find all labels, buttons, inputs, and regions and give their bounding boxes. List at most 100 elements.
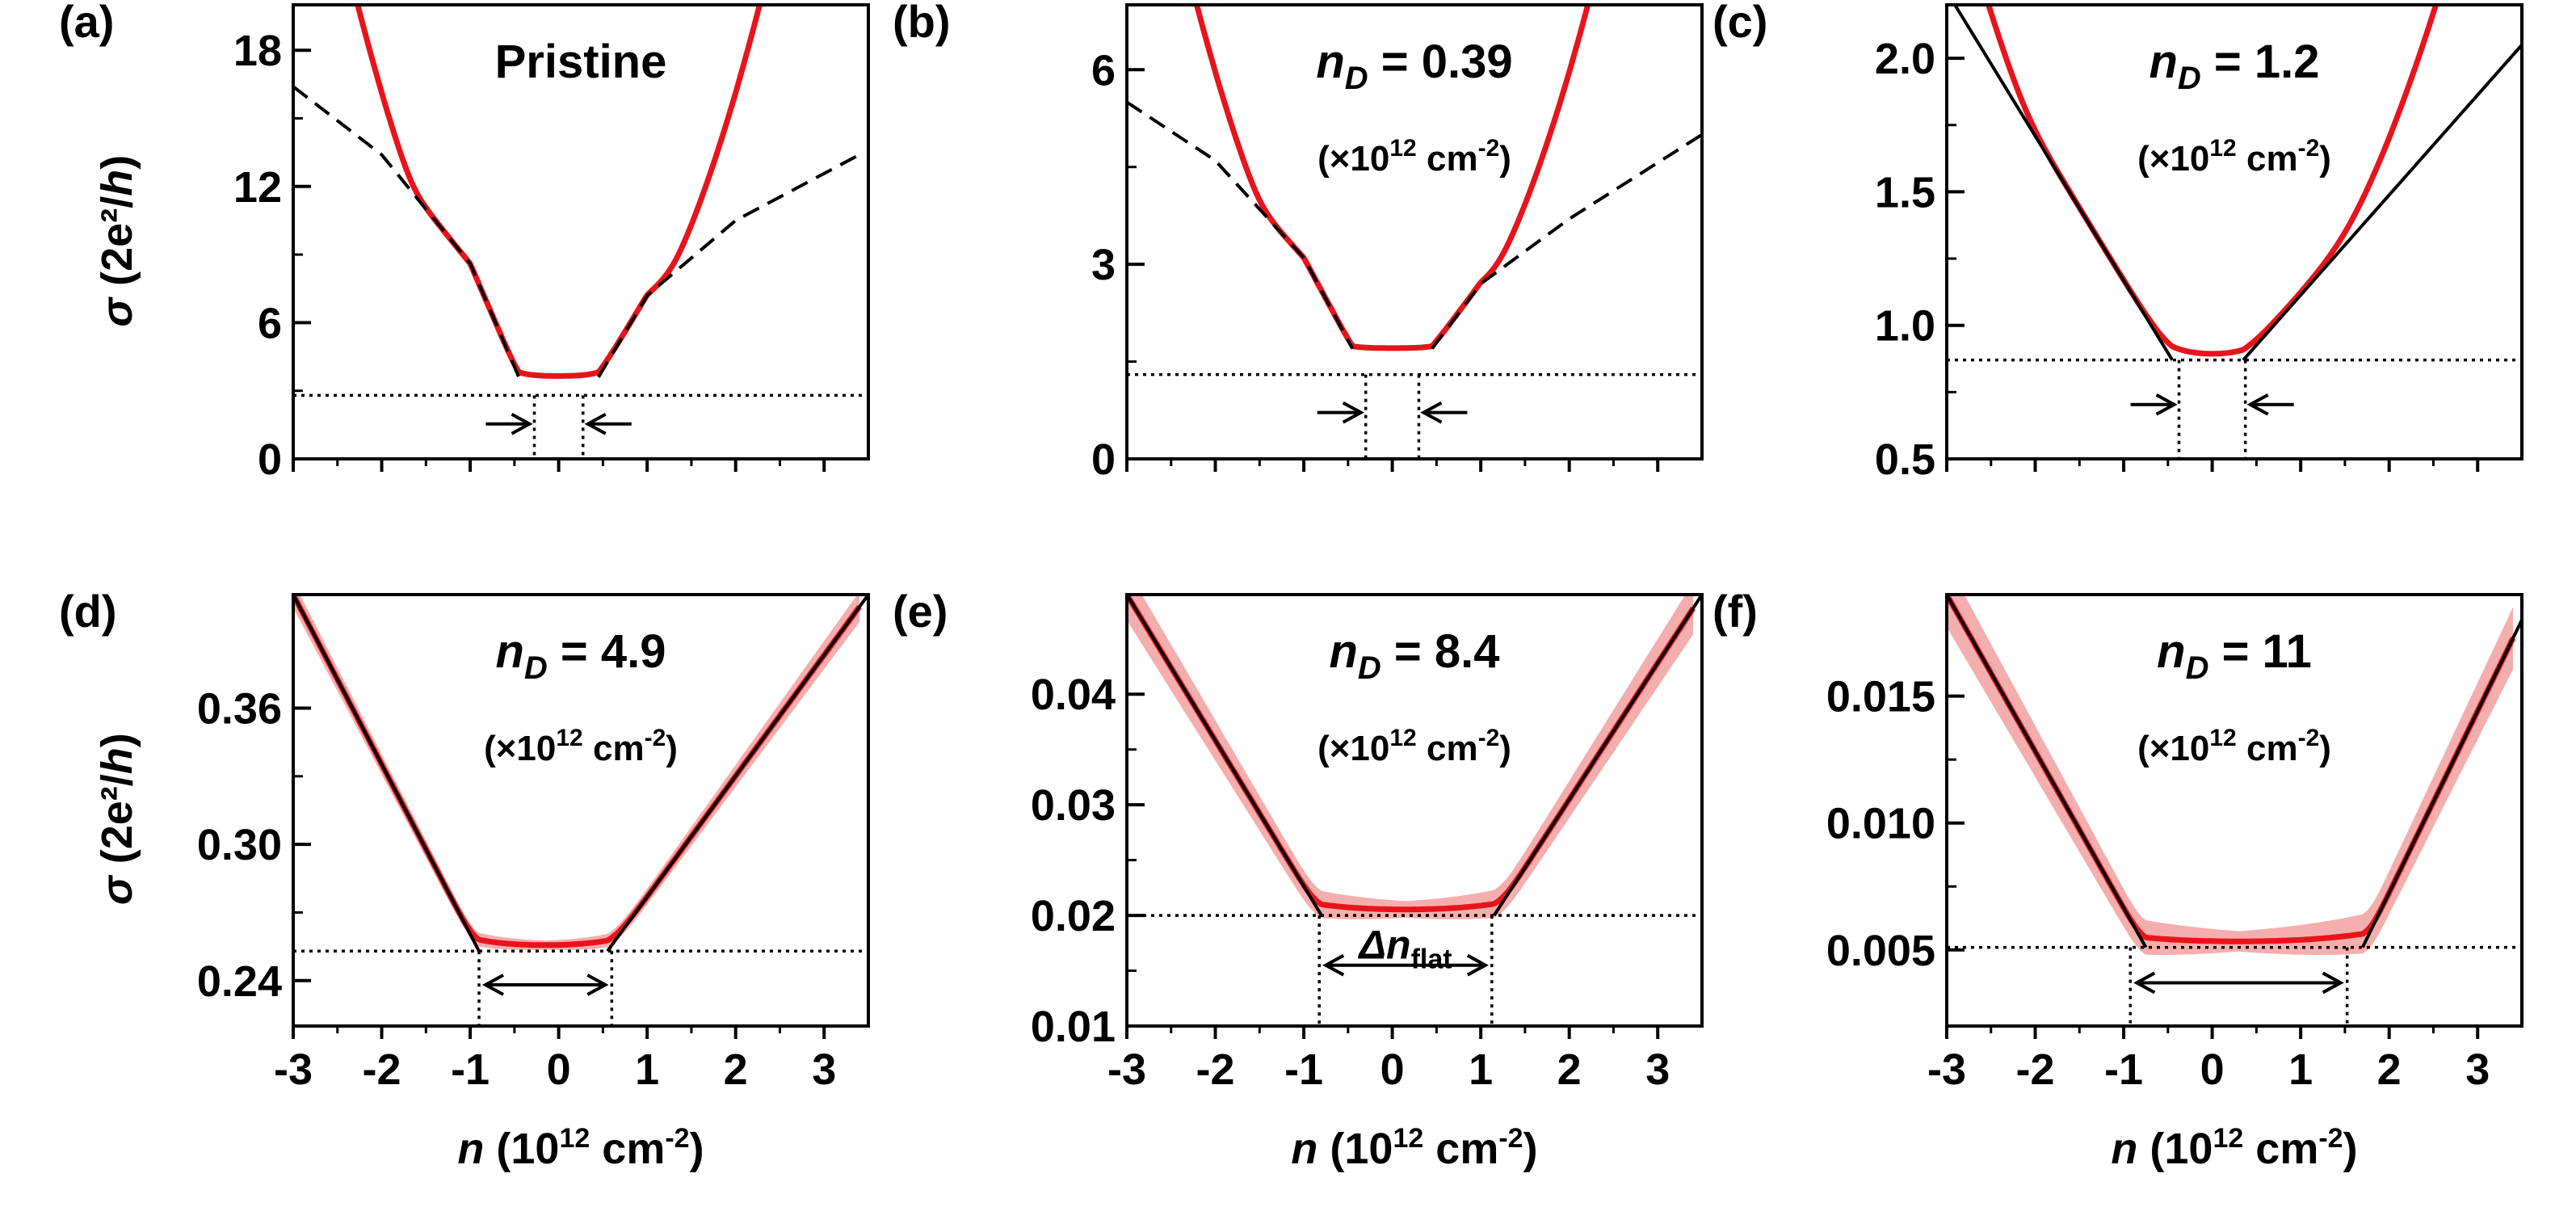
fit-line-right — [1431, 132, 1702, 350]
x-tick-label: 0 — [2200, 1045, 2225, 1094]
fit-line-right — [2242, 44, 2522, 362]
x-tick-label: 3 — [812, 1045, 836, 1094]
y-tick-label: 6 — [258, 299, 282, 347]
x-tick-label: -2 — [1196, 1045, 1235, 1094]
panel-label: (e) — [893, 586, 948, 637]
panel-subtitle: (×1012 cm-2) — [2137, 725, 2331, 768]
x-tick-label: 2 — [1557, 1045, 1582, 1094]
double-arrow-right-head — [1466, 953, 1490, 977]
plot-area — [1947, 595, 2522, 955]
uncertainty-band — [1947, 595, 2513, 955]
axes-frame — [1125, 3, 1704, 461]
axes-frame — [292, 3, 870, 461]
y-tick-label: 0.24 — [197, 957, 282, 1006]
panel-label: (f) — [1712, 586, 1758, 637]
fit-line-right — [1492, 595, 1702, 917]
y-tick-label: 0.04 — [1031, 671, 1116, 719]
fit-line-right — [2361, 619, 2522, 948]
axes-frame — [292, 593, 870, 1028]
x-tick-label: -3 — [1107, 1045, 1146, 1094]
x-tick-label: -2 — [363, 1045, 401, 1094]
double-arrow-left-head — [481, 974, 504, 996]
fit-line-right — [597, 153, 860, 378]
x-tick-label: 1 — [2288, 1045, 2313, 1094]
x-tick-label: 0 — [547, 1045, 571, 1094]
fit-line-left — [293, 595, 481, 953]
panel-f: 0.005 0.010 0.015 -3 -2 -1 0 1 2 3 (f) nD = 11 (×101… — [1712, 586, 2523, 1094]
panel-title: nD = 0.39 — [1316, 36, 1512, 96]
panel-a: 0 6 12 18 (a) Pristine — [59, 0, 870, 484]
y-tick-label: 2.0 — [1875, 35, 1935, 83]
y-axis-label: σ (2e²/h) — [93, 155, 141, 327]
x-axis-label: n (1012 cm-2) — [1291, 1123, 1537, 1173]
arrow-right-head — [2246, 393, 2269, 416]
panel-c: 0.5 1.0 1.5 2.0 (c) nD = 1.2 (×1012 cm-2) — [1712, 0, 2523, 484]
y-tick-label: 0.010 — [1826, 800, 1935, 848]
x-tick-label: -3 — [274, 1045, 313, 1094]
x-tick-label: 3 — [1645, 1045, 1670, 1094]
panel-subtitle: (×1012 cm-2) — [2137, 135, 2331, 179]
panel-title: nD = 11 — [2157, 625, 2312, 686]
panel-label: (c) — [1712, 0, 1767, 47]
arrow-right-head — [1420, 401, 1443, 424]
fit-line-left — [1947, 595, 2148, 948]
axes-frame — [1945, 3, 2523, 461]
plot-area — [1127, 5, 1702, 351]
y-tick-label: 18 — [233, 27, 282, 75]
panel-title: Pristine — [495, 36, 667, 88]
double-arrow-left-head — [2133, 971, 2156, 995]
fit-line-left — [293, 85, 521, 378]
x-tick-label: 1 — [1469, 1045, 1493, 1094]
panel-subtitle: (×1012 cm-2) — [1317, 135, 1511, 179]
panel-title: nD = 1.2 — [2149, 36, 2319, 96]
panel-b: 0 3 6 (b) nD = 0.39 (×1012 cm-2) — [893, 0, 1704, 484]
x-tick-label: 2 — [2377, 1045, 2402, 1094]
arrow-left-head — [2155, 393, 2178, 416]
double-arrow-left-head — [1322, 953, 1345, 977]
panel-label: (b) — [893, 0, 951, 47]
y-tick-label: 12 — [233, 163, 282, 212]
double-arrow-right-head — [2322, 971, 2344, 995]
x-tick-label: -1 — [451, 1045, 490, 1094]
panel-label: (a) — [59, 0, 114, 47]
panel-title: nD = 8.4 — [1329, 625, 1499, 686]
arrow-left-head — [1342, 401, 1364, 424]
y-axis-label: σ (2e²/h) — [93, 733, 141, 905]
panel-label: (d) — [59, 586, 117, 637]
y-tick-label: 1.0 — [1875, 302, 1935, 351]
y-tick-label: 0.36 — [197, 685, 282, 734]
x-tick-label: -3 — [1927, 1045, 1966, 1094]
y-tick-label: 3 — [1091, 241, 1116, 289]
y-tick-label: 0 — [258, 435, 282, 484]
panel-subtitle: (×1012 cm-2) — [484, 725, 678, 768]
arrow-right-head — [584, 412, 607, 435]
panel-subtitle: (×1012 cm-2) — [1317, 725, 1511, 768]
y-tick-label: 1.5 — [1875, 168, 1935, 217]
x-axis-label: n (1012 cm-2) — [2111, 1123, 2357, 1173]
y-tick-label: 0.30 — [197, 821, 282, 869]
fit-line-left — [1952, 5, 2175, 361]
y-tick-label: 0.01 — [1031, 1003, 1116, 1051]
x-tick-label: -2 — [2016, 1045, 2055, 1094]
data-curve — [355, 5, 763, 379]
x-tick-label: 3 — [2465, 1045, 2490, 1094]
arrow-left-head — [511, 412, 533, 435]
fit-line-left — [1127, 595, 1323, 917]
axes-frame — [1945, 593, 2523, 1028]
y-tick-label: 0 — [1091, 435, 1116, 484]
x-tick-label: -1 — [1284, 1045, 1323, 1094]
x-tick-label: 0 — [1380, 1045, 1405, 1094]
double-arrow-right-head — [586, 974, 609, 996]
y-tick-label: 0.015 — [1826, 673, 1935, 721]
plot-area — [1127, 595, 1702, 919]
plot-area — [293, 595, 868, 953]
delta-n-flat-label: Δnflat — [1357, 923, 1452, 975]
fit-line-left — [1127, 100, 1355, 350]
y-tick-label: 0.02 — [1031, 892, 1116, 940]
y-tick-label: 0.03 — [1031, 781, 1116, 830]
y-tick-label: 6 — [1091, 46, 1116, 95]
panel-e: Δnflat 0.01 0.02 0.03 0.04 -3 -2 -1 0 1 2 3 (e) nD = … — [893, 586, 1704, 1094]
uncertainty-band — [1127, 595, 1693, 919]
x-axis-label: n (1012 cm-2) — [457, 1123, 704, 1173]
